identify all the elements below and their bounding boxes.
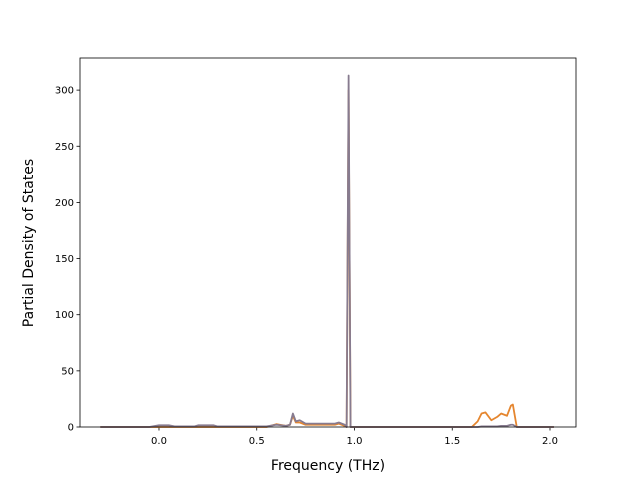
- y-tick-label: 250: [55, 142, 74, 153]
- y-tick-label: 300: [55, 86, 74, 97]
- x-tick-label: 1.5: [444, 436, 460, 447]
- y-tick-label: 200: [55, 198, 74, 209]
- plot-frame: [79, 57, 577, 428]
- y-tick-label: 50: [61, 366, 74, 377]
- y-tick-label: 0: [68, 423, 74, 434]
- x-axis-label: Frequency (THz): [271, 458, 385, 474]
- x-tick-label: 0.5: [249, 436, 265, 447]
- x-tick-label: 0.0: [151, 436, 167, 447]
- y-axis-label: Partial Density of States: [21, 159, 37, 327]
- x-tick-label: 2.0: [542, 436, 558, 447]
- y-tick-label: 150: [55, 254, 74, 265]
- line-series: [100, 89, 554, 428]
- x-tick-label: 1.0: [347, 436, 363, 447]
- line-series: [100, 74, 554, 428]
- y-tick-label: 100: [55, 310, 74, 321]
